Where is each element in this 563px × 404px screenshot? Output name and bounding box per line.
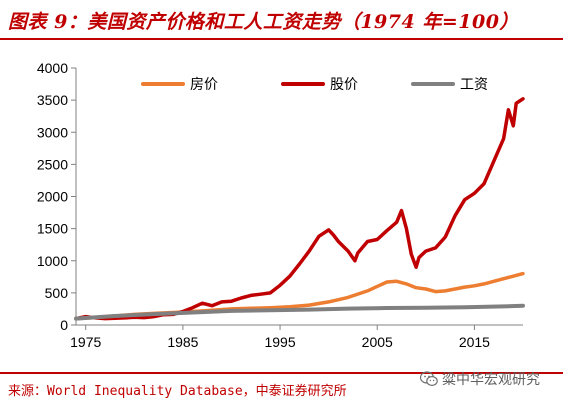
x-tick-label: 1975 — [70, 334, 101, 350]
watermark-text: 粱中华宏观研究 — [442, 372, 540, 388]
legend-label-3: 工资 — [460, 77, 488, 93]
x-tick-label: 2005 — [362, 334, 393, 350]
chart-title: 图表 9：美国资产价格和工人工资走势（1974 年=100） — [8, 11, 519, 33]
series-line-1 — [74, 271, 525, 321]
y-tick-label: 3000 — [37, 124, 68, 140]
wechat-icon — [420, 371, 438, 387]
footer-divider — [0, 372, 563, 374]
line-chart: 0 500 1000 1500 2000 2500 3000 3500 4000 1975 1985… — [37, 60, 525, 350]
legend-label-1: 房价 — [190, 77, 218, 93]
x-tick-label: 1995 — [264, 334, 295, 350]
y-tick-label: 1000 — [37, 253, 68, 269]
y-tick-label: 3500 — [37, 92, 68, 108]
x-tick-label: 1985 — [167, 334, 198, 350]
y-tick-label: 4000 — [37, 60, 68, 76]
y-tick-label: 2000 — [37, 189, 68, 205]
title-bar: 图表 9：美国资产价格和工人工资走势（1974 年=100） — [0, 0, 563, 40]
watermark: 粱中华宏观研究 — [420, 369, 540, 389]
y-tick-label: 2500 — [37, 156, 68, 172]
x-tick-label: 2015 — [459, 334, 490, 350]
y-tick-label: 0 — [60, 317, 68, 333]
series-line-2 — [74, 97, 525, 321]
series-line-3 — [74, 303, 525, 321]
legend-label-2: 股价 — [330, 77, 358, 93]
source-note: 来源：World Inequality Database，中泰证券研究所 — [8, 384, 347, 399]
y-tick-label: 1500 — [37, 221, 68, 237]
y-tick-label: 500 — [45, 285, 69, 301]
